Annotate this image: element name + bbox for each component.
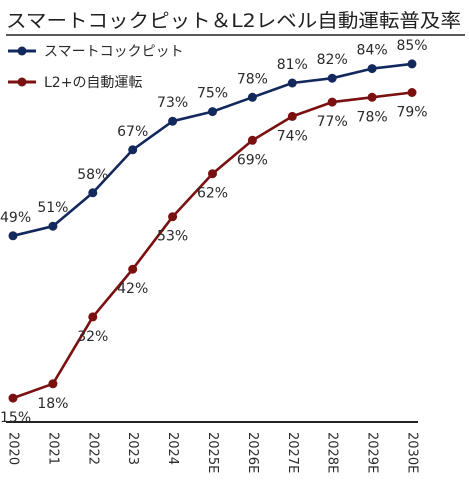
data-label-smart-cockpit-2020: 49% xyxy=(0,210,31,226)
data-label-smart-cockpit-2028e: 82% xyxy=(317,52,348,68)
x-tick-label-2029e: 2029E xyxy=(365,432,380,473)
data-point-l2-autonomous-driving-2027e xyxy=(287,111,297,121)
data-label-l2-autonomous-driving-2025e: 62% xyxy=(197,186,228,202)
data-label-l2-autonomous-driving-2020: 15% xyxy=(0,410,31,426)
x-tick-label-layer: 2020 2021 2022 2023 2024 2025E 2026E 2027E 2028E… xyxy=(6,432,420,473)
data-label-l2-autonomous-driving-2029e: 78% xyxy=(357,109,388,125)
legend-item-l2-autonomous-driving: L2+の自動運転 xyxy=(8,75,142,91)
x-tick-label-2023: 2023 xyxy=(125,432,140,465)
data-point-smart-cockpit-2023 xyxy=(128,145,138,155)
chart-title: スマートコックピット＆L2レベル自動運転普及率 xyxy=(6,10,461,32)
data-point-smart-cockpit-2022 xyxy=(88,188,98,198)
legend: スマートコックピット L2+の自動運転 xyxy=(8,44,184,91)
data-label-l2-autonomous-driving-2028e: 77% xyxy=(317,114,348,130)
data-label-l2-autonomous-driving-2022: 32% xyxy=(77,329,108,345)
data-point-l2-autonomous-driving-2030e xyxy=(407,88,417,97)
data-point-smart-cockpit-2025e xyxy=(208,107,217,117)
data-label-smart-cockpit-2026e: 78% xyxy=(237,71,268,87)
data-label-layer: 49% 51% 58% 67% 73% 75% 78% 81% 82% 84% 85% 15% 18% 3… xyxy=(0,38,428,426)
legend-marker-smart-cockpit xyxy=(17,46,27,56)
data-label-l2-autonomous-driving-2030e: 79% xyxy=(396,105,427,121)
data-point-l2-autonomous-driving-2029e xyxy=(367,92,377,102)
data-point-l2-autonomous-driving-2023 xyxy=(128,264,138,274)
data-point-smart-cockpit-2029e xyxy=(367,64,377,74)
data-point-smart-cockpit-2020 xyxy=(8,231,18,241)
data-label-smart-cockpit-2023: 67% xyxy=(117,124,148,140)
data-label-smart-cockpit-2030e: 85% xyxy=(396,38,427,54)
legend-label-smart-cockpit: スマートコックピット xyxy=(44,44,184,60)
data-label-l2-autonomous-driving-2026e: 69% xyxy=(237,152,268,168)
data-point-smart-cockpit-2027e xyxy=(287,78,297,88)
x-tick-label-2022: 2022 xyxy=(85,432,100,465)
data-point-l2-autonomous-driving-2026e xyxy=(247,135,257,145)
x-tick-label-2025e: 2025E xyxy=(205,432,220,473)
x-tick-label-2024: 2024 xyxy=(165,432,180,465)
data-label-l2-autonomous-driving-2023: 42% xyxy=(117,281,148,297)
x-tick-label-2021: 2021 xyxy=(45,432,60,465)
data-label-smart-cockpit-2027e: 81% xyxy=(277,57,308,73)
data-point-l2-autonomous-driving-2021 xyxy=(48,379,58,389)
data-point-smart-cockpit-2021 xyxy=(48,221,58,231)
data-label-smart-cockpit-2021: 51% xyxy=(37,200,68,216)
data-point-smart-cockpit-2026e xyxy=(247,92,257,102)
legend-label-l2-autonomous-driving: L2+の自動運転 xyxy=(44,75,142,91)
data-point-l2-autonomous-driving-2025e xyxy=(208,169,217,179)
data-point-l2-autonomous-driving-2020 xyxy=(8,393,18,403)
data-label-smart-cockpit-2022: 58% xyxy=(77,167,108,183)
data-label-l2-autonomous-driving-2024: 53% xyxy=(157,229,188,245)
series-line-l2-autonomous-driving xyxy=(12,91,413,400)
x-tick-label-2027e: 2027E xyxy=(285,432,300,473)
legend-item-smart-cockpit: スマートコックピット xyxy=(8,44,184,60)
data-label-l2-autonomous-driving-2021: 18% xyxy=(37,396,68,412)
data-point-smart-cockpit-2030e xyxy=(407,59,417,69)
legend-marker-l2-autonomous-driving xyxy=(17,77,27,87)
data-point-l2-autonomous-driving-2022 xyxy=(88,312,98,322)
data-point-l2-autonomous-driving-2024 xyxy=(168,212,178,222)
data-label-smart-cockpit-2029e: 84% xyxy=(357,43,388,59)
x-tick-label-2030e: 2030E xyxy=(405,432,420,473)
data-label-l2-autonomous-driving-2027e: 74% xyxy=(277,128,308,144)
data-label-smart-cockpit-2024: 73% xyxy=(157,95,188,111)
series-layer xyxy=(8,59,417,403)
x-tick-label-2026e: 2026E xyxy=(245,432,260,473)
data-point-smart-cockpit-2028e xyxy=(327,73,337,83)
data-point-l2-autonomous-driving-2028e xyxy=(327,97,337,107)
x-tick-label-2020: 2020 xyxy=(6,432,21,465)
x-tick-label-2028e: 2028E xyxy=(325,432,340,473)
data-point-smart-cockpit-2024 xyxy=(168,116,178,126)
data-label-smart-cockpit-2025e: 75% xyxy=(197,86,228,102)
